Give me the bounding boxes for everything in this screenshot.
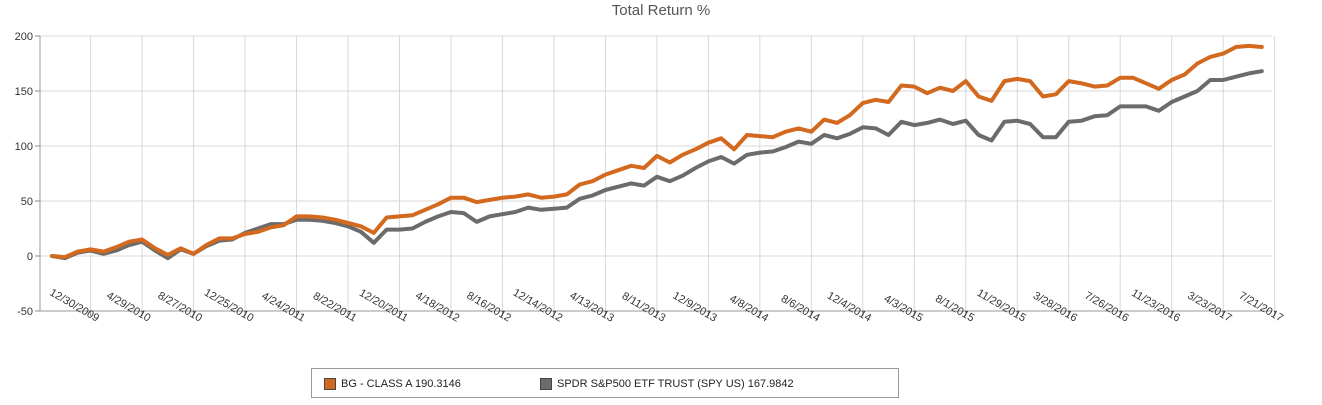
y-tick-label: 50 [21, 196, 33, 208]
x-tick-label: 8/1/2015 [933, 293, 976, 325]
legend-label-spy: SPDR S&P500 ETF TRUST (SPY US) 167.9842 [557, 378, 794, 390]
y-tick-label: 150 [15, 86, 33, 98]
y-tick-label: -50 [17, 306, 33, 318]
x-tick-label: 4/3/2015 [882, 293, 925, 325]
x-tick-label: 8/22/2011 [311, 290, 359, 324]
x-tick-label: 12/14/2012 [511, 287, 565, 325]
x-tick-label: 7/26/2016 [1082, 290, 1130, 325]
x-tick-label: 4/24/2011 [259, 290, 307, 324]
x-tick-label: 4/13/2013 [568, 290, 616, 325]
legend-swatch-bg [324, 378, 336, 390]
x-tick-label: 12/30/2009 [47, 287, 101, 325]
legend-item-spy: SPDR S&P500 ETF TRUST (SPY US) 167.9842 [540, 376, 794, 392]
y-tick-label: 200 [15, 31, 33, 43]
legend-item-bg: BG - CLASS A 190.3146 [324, 376, 461, 392]
series-lines [50, 43, 1264, 261]
x-tick-label: 3/28/2016 [1031, 290, 1079, 325]
x-tick-label: 12/25/2010 [202, 287, 256, 325]
x-tick-label: 4/8/2014 [727, 293, 770, 325]
legend-label-bg: BG - CLASS A 190.3146 [341, 378, 461, 390]
legend: BG - CLASS A 190.3146 SPDR S&P500 ETF TR… [311, 368, 899, 398]
x-tick-label: 11/23/2016 [1129, 287, 1182, 325]
y-tick-label: 100 [15, 141, 33, 153]
x-tick-label: 4/18/2012 [413, 290, 461, 325]
x-tick-label: 4/29/2010 [104, 290, 152, 325]
chart-title: Total Return % [611, 2, 711, 19]
x-tick-label: 8/6/2014 [779, 293, 822, 325]
x-tick-label: 8/16/2012 [465, 290, 513, 325]
x-tick-label: 8/27/2010 [156, 290, 204, 325]
grid-lines [40, 35, 1276, 312]
y-tick-label: 0 [27, 251, 33, 263]
x-tick-label: 12/4/2014 [825, 290, 873, 325]
series-line-spy [50, 69, 1264, 261]
x-tick-label: 12/20/2011 [357, 287, 410, 325]
y-tick-labels: 200 150 100 50 0 -50 [15, 31, 33, 318]
x-tick-label: 8/11/2013 [620, 290, 668, 324]
series-line-bg [50, 43, 1264, 260]
x-tick-label: 3/23/2017 [1185, 290, 1233, 325]
x-tick-label: 7/21/2017 [1237, 290, 1285, 325]
x-tick-label: 11/29/2015 [975, 287, 1028, 325]
x-tick-label: 12/9/2013 [670, 290, 718, 325]
legend-swatch-spy [540, 378, 552, 390]
axes [35, 35, 1276, 316]
